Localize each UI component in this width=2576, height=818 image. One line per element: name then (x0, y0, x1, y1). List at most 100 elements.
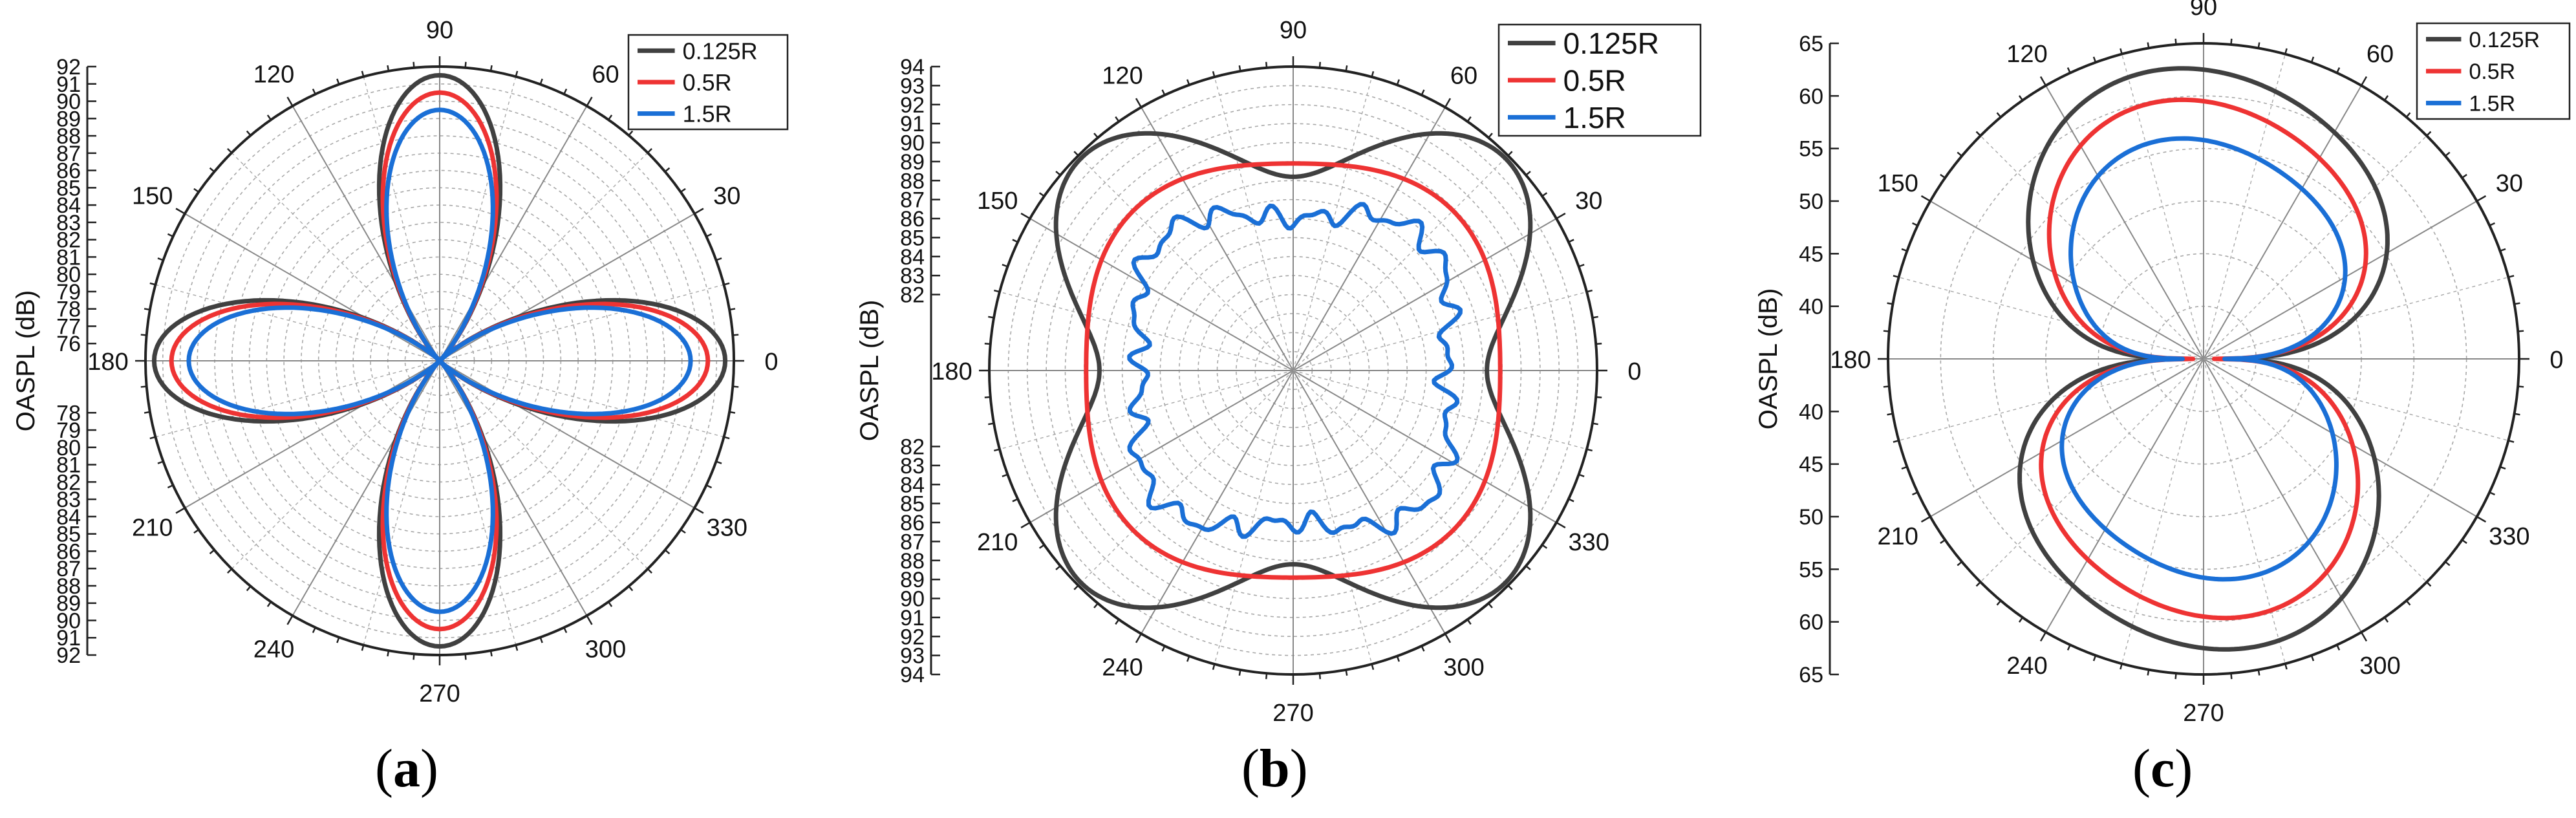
outer-tick (1093, 133, 1099, 138)
outer-tick (2147, 42, 2150, 48)
radial-tick-label: 84 (900, 473, 925, 497)
grid-spoke (1980, 358, 2204, 583)
outer-tick (2426, 131, 2432, 136)
grid-spoke (2203, 358, 2478, 517)
outer-tick (2405, 600, 2411, 606)
radial-tick-label: 94 (900, 663, 925, 687)
angle-label-0: 0 (1627, 358, 1641, 385)
outer-tick (336, 637, 340, 643)
outer-tick (705, 484, 713, 489)
outer-tick (2445, 561, 2451, 566)
outer-tick (1996, 112, 2002, 118)
radial-tick-label: 91 (56, 626, 81, 651)
angle-label-30: 30 (2496, 170, 2523, 197)
radial-tick-label: 55 (1799, 137, 1823, 162)
outer-tick (489, 650, 493, 657)
legend-label-1.5R: 1.5R (1563, 101, 1626, 135)
outer-tick (1883, 330, 1889, 332)
angle-label-210: 210 (132, 515, 173, 542)
outer-tick (1957, 561, 1962, 566)
angle-label-180: 180 (1830, 347, 1871, 374)
outer-tick (2257, 669, 2260, 676)
outer-tick (1444, 98, 1452, 108)
grid-spoke (1929, 358, 2204, 517)
outer-tick (246, 130, 252, 136)
legend-label-0.5R: 0.5R (683, 69, 732, 96)
radial-tick-label: 89 (900, 150, 925, 175)
outer-tick (1975, 581, 1981, 587)
radial-tick-label: 87 (900, 188, 925, 213)
legend-label-1.5R: 1.5R (2469, 92, 2515, 116)
outer-tick (2383, 95, 2389, 101)
outer-tick (2462, 539, 2467, 544)
outer-tick (729, 411, 736, 414)
outer-tick (144, 411, 151, 414)
angle-label-90: 90 (2190, 0, 2217, 21)
outer-tick (2518, 330, 2524, 332)
outer-tick (1012, 498, 1018, 502)
angle-label-150: 150 (977, 188, 1018, 215)
outer-tick (586, 96, 593, 107)
outer-tick (1596, 396, 1602, 398)
outer-tick (607, 114, 613, 121)
legend-label-0.125R: 0.125R (1563, 27, 1659, 60)
outer-tick (1996, 600, 2002, 606)
series-0.5R (1084, 161, 1503, 580)
outer-tick (1212, 663, 1216, 671)
outer-tick (2039, 631, 2047, 642)
outer-tick (2018, 617, 2024, 623)
outer-tick (1186, 79, 1190, 85)
angle-label-270: 270 (2183, 700, 2224, 727)
outer-tick (1901, 248, 1907, 252)
outer-tick (1887, 413, 1893, 416)
radial-tick-label: 92 (56, 643, 81, 668)
outer-tick (2489, 491, 2495, 496)
outer-tick (2066, 644, 2071, 651)
outer-tick (167, 484, 174, 489)
grid-spoke (231, 152, 440, 361)
angle-label-240: 240 (1102, 654, 1143, 681)
outer-tick (724, 282, 730, 286)
outer-tick (1893, 440, 1899, 443)
radial-tick-label: 89 (56, 107, 81, 131)
radial-tick-label: 80 (56, 436, 81, 460)
grid-spoke (1293, 107, 1446, 371)
outer-tick (1920, 195, 1931, 202)
angle-label-300: 300 (2359, 652, 2400, 680)
radial-tick-label: 92 (900, 93, 925, 118)
outer-tick (1421, 89, 1425, 96)
outer-tick (2489, 222, 2495, 226)
outer-tick (993, 289, 1000, 293)
grid-spoke (1293, 370, 1508, 586)
outer-tick (1038, 544, 1045, 549)
outer-tick (157, 257, 164, 261)
outer-tick (2500, 466, 2506, 470)
outer-tick (515, 645, 519, 651)
grid-spoke (1980, 135, 2204, 360)
outer-tick (1912, 222, 1918, 226)
outer-tick (1466, 116, 1472, 122)
outer-tick (209, 167, 215, 173)
outer-tick (2066, 67, 2071, 74)
grid-spoke (231, 360, 440, 570)
angle-label-210: 210 (1877, 523, 1918, 550)
angle-label-240: 240 (2006, 652, 2047, 680)
outer-tick (2445, 151, 2451, 157)
radial-tick-label: 55 (1799, 557, 1823, 582)
outer-tick (1556, 212, 1566, 220)
angle-label-180: 180 (931, 358, 972, 385)
radial-tick-label: 89 (900, 568, 925, 592)
grid-spoke (439, 213, 695, 361)
radial-tick-label: 90 (56, 608, 81, 633)
outer-tick (988, 422, 994, 425)
outer-tick (1371, 663, 1375, 671)
angle-label-300: 300 (1443, 654, 1484, 681)
grid-spoke (999, 291, 1294, 371)
radial-tick-label: 84 (900, 245, 925, 270)
legend-label-1.5R: 1.5R (683, 101, 732, 127)
outer-tick (2310, 56, 2315, 63)
outer-tick (2508, 275, 2515, 278)
outer-tick (993, 448, 1000, 452)
angle-label-90: 90 (1280, 17, 1307, 44)
